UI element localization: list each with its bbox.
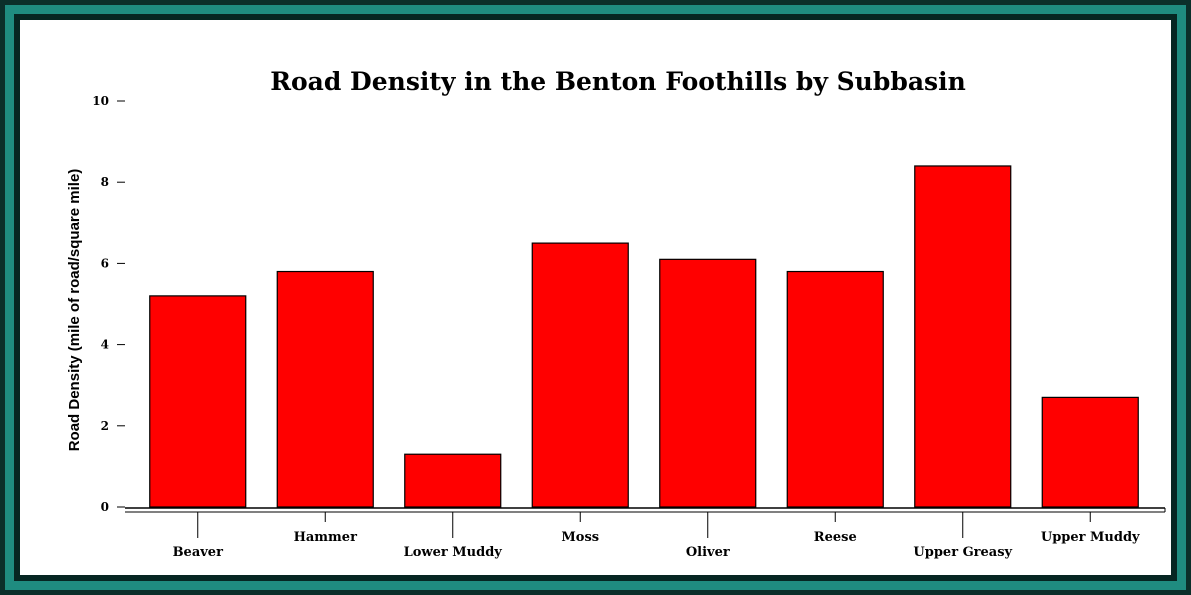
category-label: Reese — [814, 530, 857, 545]
category-label: Upper Muddy — [1041, 530, 1140, 545]
y-tick-label: 8 — [101, 175, 109, 189]
category-label: Moss — [561, 530, 599, 545]
bar — [404, 453, 502, 508]
bar — [276, 270, 374, 508]
bar — [659, 258, 757, 508]
bar — [1041, 396, 1139, 508]
bar — [786, 270, 884, 508]
y-tick-label: 10 — [92, 94, 109, 108]
category-label: Beaver — [173, 545, 224, 560]
category-label: Hammer — [294, 530, 357, 545]
category-label: Oliver — [686, 545, 730, 560]
y-tick-label: 6 — [101, 256, 109, 270]
axes: 0 2 4 6 8 10 — [92, 94, 1166, 538]
chart-title: Road Density in the Benton Foothills by … — [270, 67, 966, 96]
bar — [914, 165, 1012, 508]
bars — [149, 165, 1139, 508]
y-tick-label: 2 — [101, 419, 109, 433]
category-labels: Beaver Hammer Lower Muddy Moss Oliver Reese Up… — [173, 530, 1140, 560]
category-label: Upper Greasy — [913, 545, 1012, 560]
bar — [149, 295, 247, 508]
bar — [531, 242, 629, 508]
y-tick-label: 4 — [101, 338, 109, 352]
y-tick-label: 0 — [101, 500, 109, 514]
category-label: Lower Muddy — [404, 545, 503, 560]
y-axis-label: Road Density (mile of road/square mile) — [66, 169, 83, 452]
